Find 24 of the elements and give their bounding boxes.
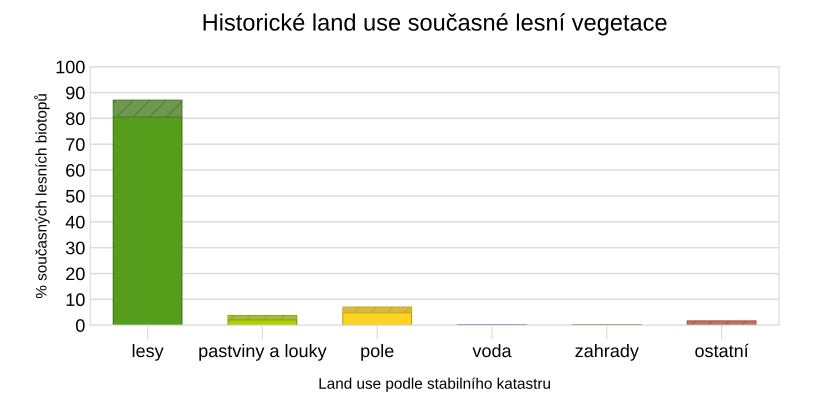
x-tick-label: pole — [361, 344, 394, 361]
y-tick-label: 100 — [56, 60, 85, 74]
y-tick-label: 20 — [66, 267, 85, 280]
bar — [112, 100, 182, 118]
y-tick-label: 30 — [66, 242, 85, 254]
x-tick-label: pastviny a louky — [199, 344, 327, 361]
y-tick-label: 40 — [66, 216, 85, 229]
x-tick-label: lesy — [132, 344, 164, 361]
x-tick-label: ostatní — [695, 344, 749, 358]
y-tick-label: 90 — [66, 86, 85, 100]
x-tick-label: zahrady — [575, 344, 639, 361]
x-tick-label: voda — [472, 344, 512, 358]
x-axis-title: Land use podle stabilního katastru — [320, 377, 550, 392]
bar — [112, 116, 182, 326]
bar — [342, 306, 412, 314]
y-axis-title: % současných lesních biotopů — [34, 94, 50, 298]
bar — [228, 314, 298, 320]
y-tick-label: 0 — [76, 319, 85, 332]
y-tick-label: 80 — [66, 112, 85, 126]
y-tick-label: 50 — [66, 190, 85, 203]
chart-title: Historické land use současné lesní vegetace — [204, 13, 667, 36]
y-tick-label: 60 — [66, 164, 85, 177]
y-tick-label: 10 — [66, 293, 85, 306]
y-tick-label: 70 — [66, 138, 85, 151]
